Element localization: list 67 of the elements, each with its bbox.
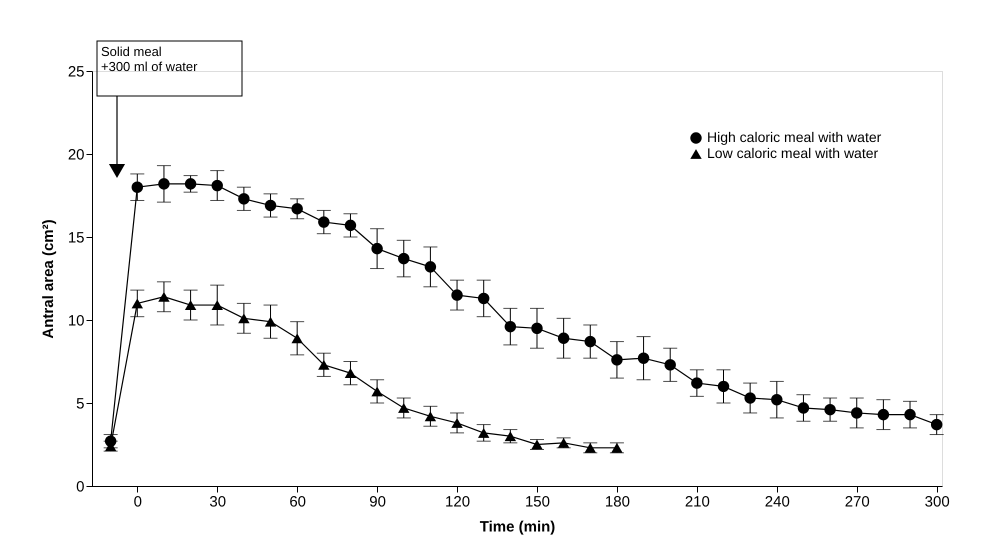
point — [930, 418, 942, 430]
point — [371, 242, 383, 254]
point — [584, 336, 596, 348]
point — [904, 408, 916, 420]
point — [291, 333, 303, 344]
x-tick-label: 270 — [844, 494, 870, 510]
point — [264, 200, 276, 212]
x-tick-label: 0 — [134, 494, 142, 510]
point — [424, 411, 436, 422]
annotation: Solid meal +300 ml of water — [101, 44, 198, 74]
point — [558, 332, 570, 344]
point — [638, 352, 650, 364]
point — [424, 261, 436, 273]
x-axis-title: Time (min) — [480, 518, 556, 536]
point — [158, 292, 170, 302]
point — [504, 320, 516, 332]
x-tick-label: 150 — [524, 494, 550, 510]
point — [398, 252, 410, 264]
x-tick-label: 180 — [604, 494, 630, 510]
point — [718, 380, 730, 392]
point — [878, 408, 890, 420]
point — [238, 193, 250, 205]
y-axis-title: Antral area (cm²) — [40, 219, 57, 339]
point — [451, 289, 463, 301]
point — [798, 402, 810, 414]
point — [691, 377, 703, 389]
point — [824, 404, 836, 416]
legend-label: High caloric meal with water — [707, 129, 882, 145]
point — [398, 403, 410, 413]
x-tick-label: 240 — [764, 494, 790, 510]
point — [344, 220, 356, 232]
x-tick-label: 120 — [445, 494, 470, 510]
x-tick-label: 30 — [209, 494, 226, 510]
point — [478, 292, 490, 304]
point — [291, 203, 303, 214]
point — [531, 322, 543, 334]
y-tick-label: 0 — [76, 478, 84, 496]
x-tick-label: 300 — [924, 494, 950, 510]
point — [184, 178, 196, 190]
y-tick-label: 20 — [68, 146, 84, 164]
point — [744, 392, 756, 404]
point — [264, 316, 276, 327]
y-tick-label: 25 — [68, 64, 84, 80]
y-tick-label: 15 — [68, 230, 84, 246]
x-tick-label: 60 — [289, 494, 306, 510]
point — [184, 300, 196, 310]
point — [771, 394, 782, 406]
x-tick-label: 210 — [684, 494, 710, 510]
legend-label: Low caloric meal with water — [707, 145, 879, 161]
y-tick-label: 5 — [76, 396, 84, 412]
point — [132, 298, 143, 308]
point — [478, 428, 490, 438]
point — [851, 407, 862, 419]
point — [212, 300, 223, 310]
x-tick-label: 90 — [369, 494, 386, 510]
point — [212, 180, 223, 192]
point — [611, 354, 623, 366]
point — [238, 313, 250, 324]
point — [371, 386, 383, 396]
point — [318, 216, 330, 228]
point — [158, 178, 170, 190]
point — [344, 368, 356, 378]
point — [664, 359, 676, 371]
point — [318, 360, 330, 370]
point — [132, 182, 143, 193]
y-tick-label: 10 — [68, 312, 84, 330]
point — [451, 418, 463, 428]
